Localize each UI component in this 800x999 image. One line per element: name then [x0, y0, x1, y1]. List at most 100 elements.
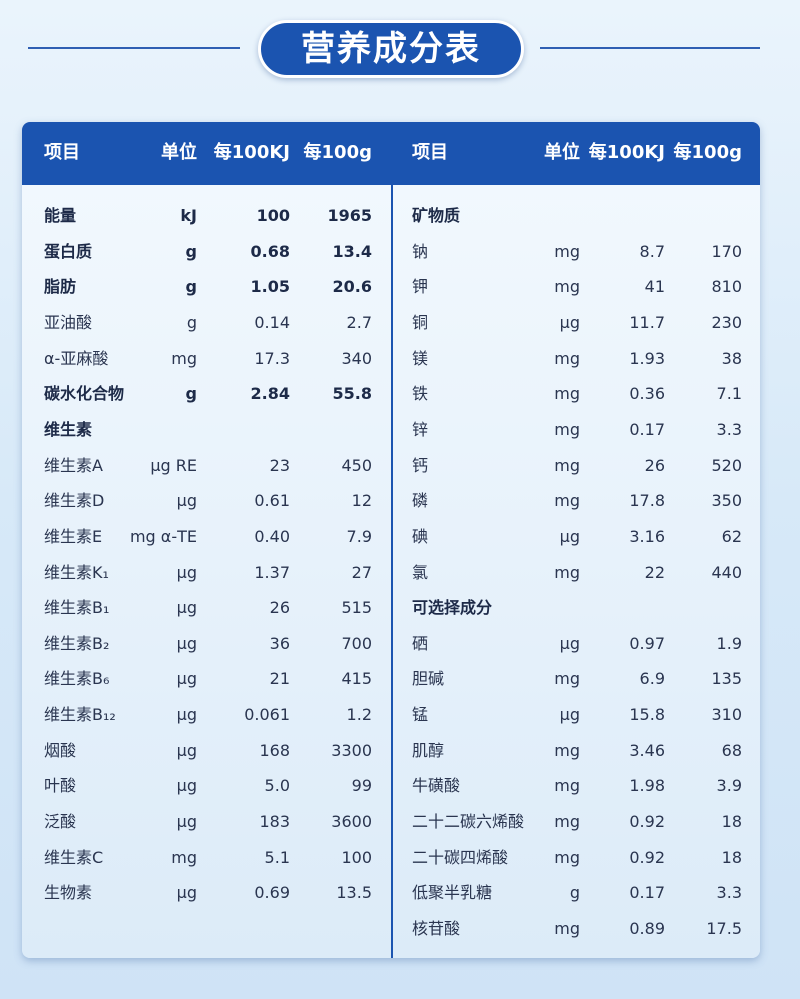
unit-cell: mg	[554, 562, 580, 582]
per-100kj-cell: 168	[259, 740, 290, 760]
per-100kj-cell: 0.92	[629, 847, 665, 867]
per-100kj-cell: 2.84	[250, 384, 290, 404]
item-cell: 维生素	[44, 419, 93, 439]
per-100kj-cell: 1.98	[629, 776, 665, 796]
per-100g-cell: 2.7	[346, 312, 372, 332]
column-header: 单位	[161, 142, 197, 163]
per-100g-cell: 3300	[331, 740, 372, 760]
per-100kj-cell: 1.05	[250, 277, 290, 297]
item-cell: 脂肪	[44, 277, 77, 297]
per-100kj-cell: 15.8	[629, 705, 665, 725]
item-cell: 碘	[412, 526, 429, 546]
per-100kj-cell: 26	[269, 598, 290, 618]
item-cell: 可选择成分	[412, 598, 493, 618]
unit-cell: mg	[554, 812, 580, 832]
per-100g-cell: 3.3	[716, 419, 742, 439]
item-cell: 氯	[412, 562, 429, 582]
title-rule	[540, 47, 760, 49]
per-100g-cell: 1.9	[716, 633, 742, 653]
unit-cell: μg	[559, 633, 580, 653]
per-100kj-cell: 26	[644, 455, 665, 475]
item-cell: 核苷酸	[412, 919, 461, 938]
column-header: 项目	[412, 142, 448, 163]
item-cell: 磷	[412, 491, 429, 511]
per-100g-cell: 20.6	[332, 277, 372, 297]
item-cell: 硒	[412, 633, 429, 653]
per-100g-cell: 170	[711, 241, 742, 261]
per-100g-cell: 62	[721, 526, 742, 546]
item-cell: 碳水化合物	[44, 384, 125, 404]
per-100g-cell: 12	[351, 491, 372, 511]
unit-cell: mg	[554, 491, 580, 511]
per-100g-cell: 27	[351, 562, 372, 582]
per-100kj-cell: 100	[256, 206, 290, 225]
per-100g-cell: 340	[341, 348, 372, 368]
column-header: 单位	[544, 142, 580, 163]
unit-cell: μg	[176, 776, 197, 796]
per-100g-cell: 350	[711, 491, 742, 511]
per-100kj-cell: 23	[269, 455, 290, 475]
title: 营养成分表	[258, 20, 524, 78]
per-100kj-cell: 0.69	[254, 883, 290, 903]
item-cell: 维生素B₂	[44, 633, 110, 653]
per-100kj-cell: 41	[644, 277, 665, 297]
per-100g-cell: 450	[341, 455, 372, 475]
per-100kj-cell: 183	[259, 812, 290, 832]
column-header: 每100KJ	[588, 142, 665, 163]
per-100kj-cell: 36	[269, 633, 290, 653]
item-cell: 锰	[412, 705, 429, 725]
column-header: 每100KJ	[213, 142, 290, 163]
per-100g-cell: 3.9	[716, 776, 742, 796]
per-100g-cell: 68	[721, 740, 742, 760]
per-100g-cell: 13.4	[332, 241, 372, 261]
per-100g-cell: 99	[351, 776, 372, 796]
unit-cell: μg	[559, 526, 580, 546]
per-100kj-cell: 0.68	[250, 241, 290, 261]
unit-cell: mg	[554, 348, 580, 368]
item-cell: 亚油酸	[44, 312, 93, 332]
unit-cell: μg	[176, 633, 197, 653]
item-cell: 蛋白质	[44, 241, 93, 261]
per-100g-cell: 7.1	[716, 384, 742, 404]
per-100g-cell: 100	[341, 847, 372, 867]
unit-cell: μg	[176, 705, 197, 725]
unit-cell: mg	[554, 384, 580, 404]
item-cell: 二十二碳六烯酸	[412, 812, 525, 832]
per-100kj-cell: 17.8	[629, 491, 665, 511]
per-100g-cell: 7.9	[346, 526, 372, 546]
per-100kj-cell: 0.36	[629, 384, 665, 404]
item-cell: 胆碱	[412, 669, 445, 689]
unit-cell: μg	[559, 312, 580, 332]
unit-cell: mg	[554, 669, 580, 689]
per-100kj-cell: 0.14	[254, 312, 290, 332]
per-100g-cell: 1.2	[346, 705, 372, 725]
per-100g-cell: 55.8	[332, 384, 372, 404]
unit-cell: μg	[176, 562, 197, 582]
unit-cell: mg	[554, 419, 580, 439]
per-100g-cell: 230	[711, 312, 742, 332]
divider	[391, 122, 393, 958]
unit-cell: mg	[554, 241, 580, 261]
item-cell: 维生素B₆	[44, 669, 110, 689]
unit-cell: g	[185, 384, 197, 404]
item-cell: 锌	[412, 419, 429, 439]
per-100kj-cell: 5.1	[264, 847, 290, 867]
unit-cell: μg	[176, 883, 197, 903]
item-cell: 泛酸	[44, 812, 77, 832]
per-100g-cell: 135	[711, 669, 742, 689]
unit-cell: μg	[176, 669, 197, 689]
per-100kj-cell: 0.061	[244, 705, 290, 725]
per-100g-cell: 810	[711, 277, 742, 297]
per-100kj-cell: 0.97	[629, 633, 665, 653]
per-100g-cell: 38	[721, 348, 742, 368]
per-100kj-cell: 0.17	[629, 419, 665, 439]
per-100g-cell: 3600	[331, 812, 372, 832]
per-100g-cell: 440	[711, 562, 742, 582]
item-cell: 维生素A	[44, 455, 103, 475]
per-100g-cell: 17.5	[706, 919, 742, 938]
item-cell: 叶酸	[44, 776, 77, 796]
per-100g-cell: 18	[721, 847, 742, 867]
per-100kj-cell: 0.89	[629, 919, 665, 938]
item-cell: 烟酸	[44, 740, 77, 760]
